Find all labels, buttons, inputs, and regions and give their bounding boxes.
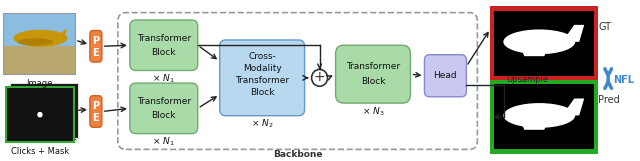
Text: P: P	[92, 101, 99, 111]
Text: $\times$ $\it{N_1}$: $\times$ $\it{N_1}$	[152, 136, 175, 148]
Text: +: +	[314, 70, 325, 84]
FancyBboxPatch shape	[424, 55, 467, 97]
Text: Transformer: Transformer	[137, 34, 191, 43]
Text: Transformer: Transformer	[235, 76, 289, 85]
Text: NFL: NFL	[613, 75, 634, 85]
Text: GT: GT	[598, 22, 611, 32]
Bar	[10, 83, 78, 138]
Text: Upsample: Upsample	[506, 75, 548, 84]
FancyBboxPatch shape	[335, 45, 410, 103]
Bar	[6, 87, 74, 142]
Bar	[490, 6, 598, 80]
Text: P: P	[92, 36, 99, 46]
Text: Block: Block	[361, 77, 385, 86]
Text: Modality: Modality	[243, 64, 282, 73]
Ellipse shape	[503, 103, 575, 128]
Text: Transformer: Transformer	[346, 62, 400, 71]
Text: E: E	[93, 114, 99, 123]
Bar	[6, 87, 74, 142]
Text: Transformer: Transformer	[137, 97, 191, 106]
FancyBboxPatch shape	[220, 40, 305, 116]
Text: Cross-: Cross-	[248, 52, 276, 61]
Bar	[8, 85, 76, 140]
Bar	[3, 13, 75, 74]
Text: Backbone: Backbone	[273, 150, 323, 159]
Text: Block: Block	[152, 111, 176, 120]
Bar	[3, 13, 75, 46]
Circle shape	[38, 113, 42, 117]
FancyBboxPatch shape	[90, 96, 102, 127]
Text: Pred: Pred	[598, 95, 620, 105]
Polygon shape	[519, 44, 549, 56]
Text: $\times$ $\it{N_3}$: $\times$ $\it{N_3}$	[362, 105, 384, 118]
Polygon shape	[563, 99, 584, 115]
Bar	[3, 46, 75, 74]
Ellipse shape	[13, 30, 67, 47]
Text: E: E	[93, 48, 99, 58]
Bar	[494, 10, 594, 76]
Text: $\times$ $\it{N_1}$: $\times$ $\it{N_1}$	[152, 73, 175, 85]
Bar	[490, 80, 598, 154]
Polygon shape	[563, 25, 584, 42]
Text: Block: Block	[152, 48, 176, 57]
Polygon shape	[519, 118, 549, 130]
Text: Head: Head	[433, 71, 457, 80]
Text: Block: Block	[250, 89, 275, 98]
FancyBboxPatch shape	[130, 20, 198, 71]
Bar	[494, 84, 594, 149]
FancyBboxPatch shape	[130, 83, 198, 134]
Ellipse shape	[503, 29, 575, 54]
FancyBboxPatch shape	[90, 30, 102, 62]
Polygon shape	[57, 30, 68, 40]
Ellipse shape	[17, 38, 53, 46]
Circle shape	[312, 69, 328, 86]
Text: Clicks + Mask: Clicks + Mask	[11, 147, 69, 156]
Text: $\times$ $\it{N_2}$: $\times$ $\it{N_2}$	[251, 118, 273, 130]
Text: Image: Image	[26, 79, 52, 88]
